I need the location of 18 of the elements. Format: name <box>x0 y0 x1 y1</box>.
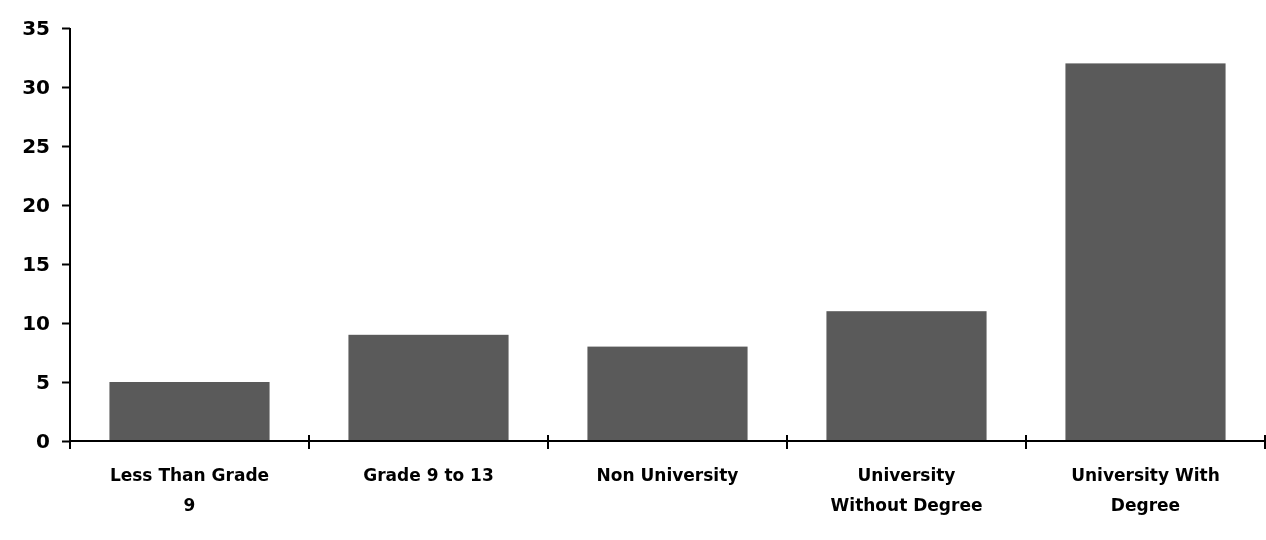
y-tick-label: 30 <box>22 74 50 99</box>
x-tick-label: University Without Degree <box>830 465 983 515</box>
bar <box>826 311 987 441</box>
y-tick-label: 5 <box>36 369 50 394</box>
x-tick-label: Non University <box>596 465 739 485</box>
y-tick-label: 20 <box>22 192 50 217</box>
x-tick-label: Grade 9 to 13 <box>363 465 494 485</box>
bar <box>1065 63 1226 441</box>
x-tick-label: University With Degree <box>1071 465 1220 515</box>
bar <box>348 334 509 441</box>
y-tick-label: 0 <box>36 428 50 453</box>
bar <box>587 346 748 441</box>
y-tick-label: 15 <box>22 251 50 276</box>
y-tick-label: 35 <box>22 15 50 40</box>
y-tick-label: 25 <box>22 133 50 158</box>
bar <box>109 382 270 441</box>
x-tick-label: Less Than Grade 9 <box>109 465 270 515</box>
y-tick-label: 10 <box>22 310 50 335</box>
